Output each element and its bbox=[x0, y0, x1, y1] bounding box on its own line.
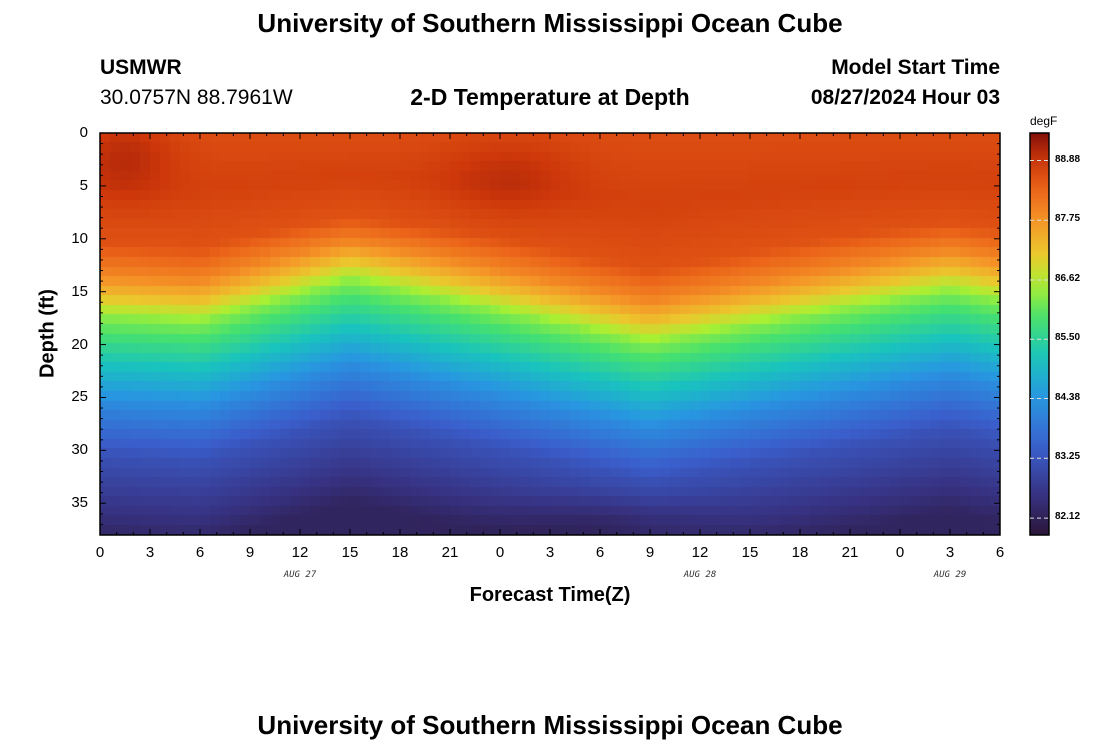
page-title: University of Southern Mississippi Ocean… bbox=[257, 8, 843, 38]
date-label: AUG 28 bbox=[683, 570, 717, 580]
colorbar-ticks bbox=[1030, 160, 1049, 519]
x-tick-label: 9 bbox=[245, 544, 255, 561]
x-tick-label: 12 bbox=[691, 544, 709, 561]
y-tick-label: 35 bbox=[71, 494, 88, 512]
x-tick-label: 6 bbox=[995, 544, 1005, 561]
y-tick-label: 5 bbox=[79, 176, 88, 194]
colorbar-tick-label: 88.88 bbox=[1055, 153, 1081, 165]
colorbar-tick-label: 82.12 bbox=[1055, 511, 1081, 523]
y-axis-ticks bbox=[100, 132, 1000, 536]
temperature-heatmap bbox=[100, 133, 1000, 535]
y-tick-label: 0 bbox=[79, 124, 88, 141]
x-axis-ticks bbox=[99, 133, 1001, 535]
colorbar-tick-label: 87.75 bbox=[1055, 213, 1081, 225]
x-tick-label: 18 bbox=[391, 544, 409, 561]
y-axis-label: Depth (ft) bbox=[36, 289, 59, 378]
footer-title: University of Southern Mississippi Ocean… bbox=[257, 710, 843, 740]
x-tick-label: 12 bbox=[291, 544, 309, 561]
x-tick-label: 6 bbox=[195, 544, 205, 561]
colorbar-tick-label: 83.25 bbox=[1055, 451, 1081, 463]
y-tick-label: 10 bbox=[71, 229, 88, 247]
x-tick-label: 21 bbox=[841, 544, 859, 561]
x-tick-label: 3 bbox=[545, 544, 555, 561]
x-tick-label: 9 bbox=[645, 544, 655, 561]
y-tick-label: 20 bbox=[71, 335, 88, 353]
station-name: USMWR bbox=[100, 56, 182, 79]
y-tick-label: 25 bbox=[71, 388, 88, 406]
colorbar-tick-label: 84.38 bbox=[1055, 391, 1081, 403]
x-tick-label: 3 bbox=[145, 544, 155, 561]
model-start-label: Model Start Time bbox=[831, 56, 1000, 79]
colorbar-tick-label: 85.50 bbox=[1055, 332, 1081, 344]
x-tick-label: 6 bbox=[595, 544, 605, 561]
x-tick-label: 0 bbox=[495, 544, 505, 561]
model-start-value: 08/27/2024 Hour 03 bbox=[810, 86, 1000, 109]
y-tick-label: 15 bbox=[71, 282, 88, 300]
plot-frame bbox=[99, 132, 1001, 536]
x-axis-label: Forecast Time(Z) bbox=[469, 584, 631, 606]
colorbar-tick-label: 86.62 bbox=[1055, 273, 1081, 285]
x-tick-label: 3 bbox=[945, 544, 955, 561]
date-label: AUG 27 bbox=[283, 570, 317, 580]
y-tick-label: 30 bbox=[71, 441, 88, 459]
x-tick-label: 21 bbox=[441, 544, 459, 561]
x-tick-label: 0 bbox=[895, 544, 905, 561]
x-tick-label: 18 bbox=[791, 544, 809, 561]
colorbar bbox=[1029, 132, 1050, 536]
date-label: AUG 29 bbox=[933, 570, 967, 580]
x-tick-label: 15 bbox=[341, 544, 359, 561]
plot-title: 2-D Temperature at Depth bbox=[410, 84, 690, 110]
station-coordinates: 30.0757N 88.7961W bbox=[100, 86, 293, 109]
colorbar-unit: degF bbox=[1030, 114, 1058, 128]
x-tick-label: 0 bbox=[95, 544, 105, 561]
x-tick-label: 15 bbox=[741, 544, 759, 561]
